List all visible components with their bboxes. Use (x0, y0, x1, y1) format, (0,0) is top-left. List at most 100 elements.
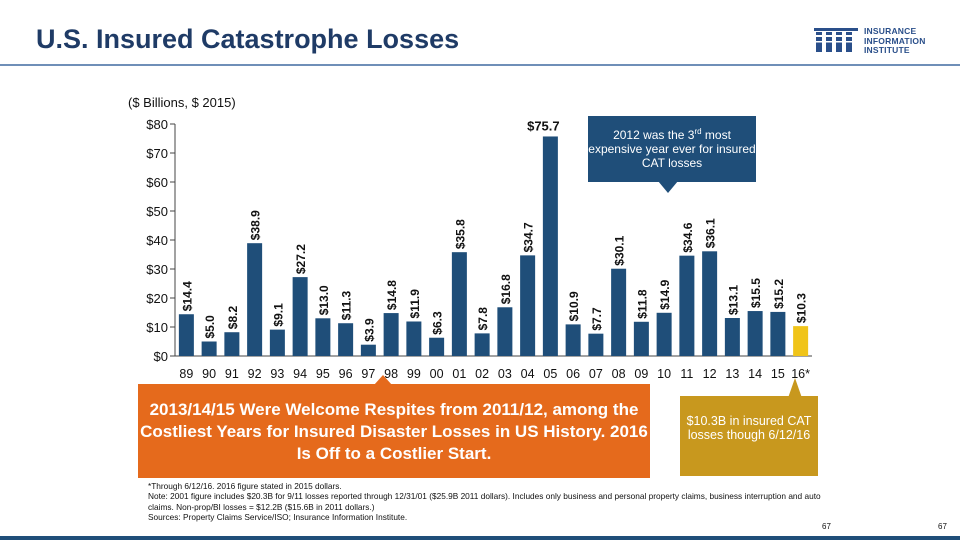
x-tick-label: 07 (589, 367, 603, 381)
y-tick-label: $60 (146, 175, 168, 190)
ytd-2016-callout: $10.3B in insured CAT losses though 6/12… (680, 378, 818, 476)
x-tick-label: 02 (475, 367, 489, 381)
x-tick-label: 11 (680, 367, 693, 381)
callout-pointer (374, 375, 392, 385)
data-label: $7.8 (476, 307, 490, 331)
x-tick-label: 97 (361, 367, 375, 381)
bar (451, 252, 467, 356)
bar (315, 318, 331, 356)
bar (224, 332, 240, 356)
bar (633, 321, 649, 356)
data-label: $13.1 (726, 285, 740, 315)
bar (360, 344, 376, 356)
y-tick-label: $20 (146, 291, 168, 306)
x-tick-label: 13 (725, 367, 739, 381)
bar (702, 251, 718, 356)
data-label: $15.5 (749, 278, 763, 308)
y-tick-label: $30 (146, 262, 168, 277)
x-tick-label: 01 (452, 367, 466, 381)
callout-2012: 2012 was the 3rd most expensive year eve… (588, 116, 756, 193)
bar (429, 337, 445, 356)
x-tick-label: 12 (703, 367, 717, 381)
x-tick-label: 15 (771, 367, 785, 381)
data-label: $27.2 (294, 244, 308, 274)
x-tick-label: 99 (407, 367, 421, 381)
data-label: $75.7 (527, 118, 560, 133)
footnote-asterisk: *Through 6/12/16. 2016 figure stated in … (148, 481, 342, 491)
data-label: $11.8 (635, 289, 649, 319)
y-tick-label: $70 (146, 146, 168, 161)
header-divider (0, 64, 960, 66)
respites-text: 2013/14/15 Were Welcome Respites from 20… (140, 400, 648, 463)
data-label: $14.4 (180, 281, 194, 311)
y-tick-label: $80 (146, 117, 168, 132)
data-label: $7.7 (590, 307, 604, 331)
bar (383, 313, 399, 356)
x-tick-label: 08 (612, 367, 626, 381)
y-tick-label: $10 (146, 320, 168, 335)
y-tick-label: $40 (146, 233, 168, 248)
x-tick-label: 95 (316, 367, 330, 381)
data-label: $6.3 (431, 311, 445, 335)
data-label: $11.9 (408, 289, 422, 319)
data-label: $9.1 (271, 303, 285, 327)
data-label: $14.9 (658, 279, 672, 309)
page-title: U.S. Insured Catastrophe Losses (36, 24, 460, 54)
bar (611, 268, 627, 356)
footnotes: *Through 6/12/16. 2016 figure stated in … (148, 481, 838, 522)
data-label: $14.8 (385, 280, 399, 310)
y-tick-label: $50 (146, 204, 168, 219)
x-tick-label: 06 (566, 367, 580, 381)
respites-callout: 2013/14/15 Were Welcome Respites from 20… (138, 375, 650, 478)
bar (770, 311, 786, 356)
data-label: $10.9 (567, 291, 581, 321)
x-tick-label: 05 (543, 367, 557, 381)
data-label: $13.0 (317, 285, 331, 315)
bar (724, 318, 740, 356)
page-number: 67 (938, 522, 947, 531)
bar (247, 243, 263, 356)
data-label: $3.9 (362, 318, 376, 342)
callout-pointer (788, 378, 802, 398)
x-tick-label: 89 (179, 367, 193, 381)
x-tick-label: 92 (248, 367, 262, 381)
logo-line: INSURANCE (864, 26, 917, 36)
logo-line: INFORMATION (864, 35, 926, 46)
x-tick-label: 09 (634, 367, 648, 381)
callout-2012-text2: most expensive year ever for insured CAT… (588, 128, 756, 170)
bar (588, 333, 604, 356)
data-label: $38.9 (249, 210, 263, 240)
bar (269, 329, 285, 356)
chart-subtitle: ($ Billions, $ 2015) (128, 95, 236, 110)
data-label: $16.8 (499, 274, 513, 304)
logo-wordmark: INSURANCE INFORMATION INSTITUTE (864, 26, 926, 56)
callout-2012-text1: 2012 was the 3 (613, 128, 695, 142)
data-label: $35.8 (453, 219, 467, 249)
ytd-2016-text: $10.3B in insured CAT losses though 6/12… (686, 414, 812, 442)
data-label: $10.3 (795, 293, 809, 323)
callout-2012-sup: rd (694, 127, 702, 136)
x-tick-label: 93 (270, 367, 284, 381)
x-tick-label: 90 (202, 367, 216, 381)
data-label: $5.0 (203, 315, 217, 339)
data-label: $34.7 (522, 222, 536, 252)
iii-logo-icon (814, 28, 858, 52)
x-tick-label: 00 (430, 367, 444, 381)
data-label: $34.6 (681, 222, 695, 252)
x-tick-label: 16* (791, 367, 810, 381)
data-label: $8.2 (226, 306, 240, 330)
page-number: 67 (822, 522, 831, 531)
bar (201, 341, 217, 356)
data-label: $15.2 (772, 279, 786, 309)
bar (338, 323, 354, 356)
bar (656, 312, 672, 356)
footnote-sources: Sources: Property Claims Service/ISO; In… (148, 511, 408, 522)
x-tick-label: 96 (339, 367, 353, 381)
y-tick-label: $0 (154, 349, 168, 364)
footer-bar (0, 536, 960, 540)
bar (474, 333, 490, 356)
bar (747, 311, 763, 356)
logo-line: INSTITUTE (864, 45, 910, 55)
data-label: $36.1 (704, 218, 718, 248)
